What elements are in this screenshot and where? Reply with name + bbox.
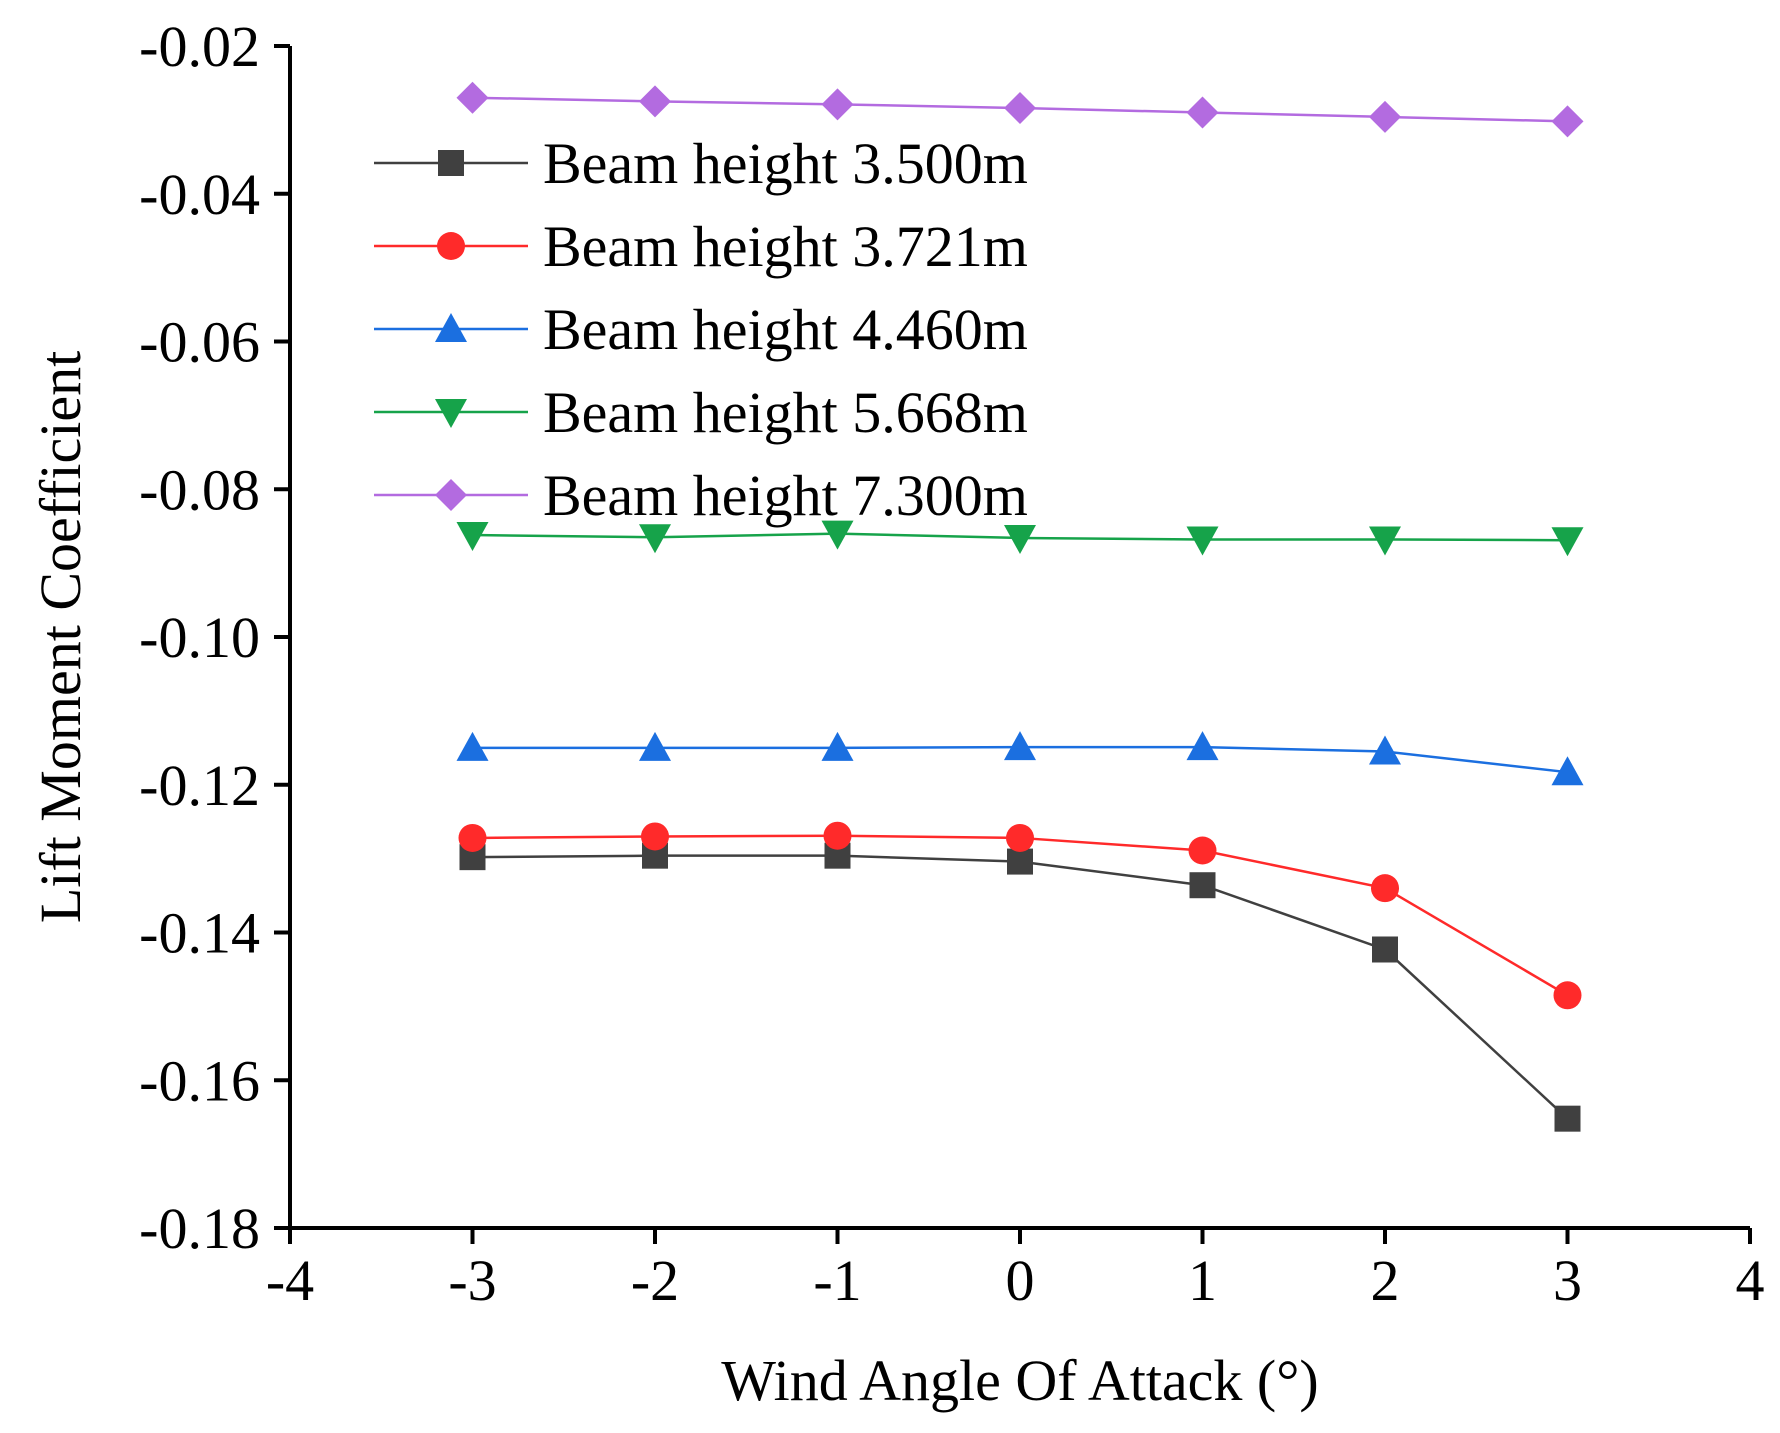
data-point: [823, 821, 852, 850]
data-point: [456, 522, 489, 552]
x-tick-label: 3: [1553, 1248, 1582, 1313]
y-tick-label: -0.10: [139, 605, 260, 670]
legend-marker: [435, 313, 467, 342]
legend-label: Beam height 4.460m: [543, 297, 1028, 362]
legend-marker: [437, 232, 465, 260]
data-point: [1004, 731, 1036, 761]
y-tick-label: -0.06: [139, 310, 260, 375]
data-point: [1369, 735, 1401, 765]
data-point: [639, 731, 671, 761]
series-5: [456, 81, 1584, 138]
data-point: [1551, 105, 1584, 138]
data-point: [1186, 526, 1219, 556]
data-point: [456, 81, 489, 114]
data-point: [1372, 936, 1398, 963]
legend-item: Beam height 5.668m: [374, 380, 1028, 445]
y-tick-label: -0.18: [139, 1196, 260, 1261]
data-point: [1554, 1105, 1581, 1132]
data-point: [1186, 96, 1219, 129]
data-point: [1371, 874, 1399, 903]
data-point: [1189, 872, 1216, 899]
series-1: [459, 842, 1581, 1132]
x-tick-label: -3: [448, 1248, 496, 1313]
x-tick-label: -4: [266, 1248, 314, 1313]
data-point: [639, 524, 671, 554]
data-point: [1551, 756, 1584, 786]
y-tick-label: -0.16: [139, 1048, 260, 1113]
x-tick-label: -1: [813, 1248, 861, 1313]
data-point: [821, 88, 854, 121]
x-tick-label: 0: [1006, 1248, 1035, 1313]
x-axis-title: Wind Angle Of Attack (°): [721, 1348, 1319, 1413]
data-point: [1007, 848, 1033, 875]
x-tick-label: 2: [1371, 1248, 1400, 1313]
legend-marker: [438, 150, 464, 176]
data-point: [1004, 525, 1036, 555]
x-tick-label: 4: [1736, 1248, 1765, 1313]
data-point: [821, 731, 854, 761]
data-point: [456, 731, 489, 761]
data-point: [1188, 836, 1217, 865]
y-tick-label: -0.02: [139, 14, 260, 79]
x-tick-label: -2: [631, 1248, 679, 1313]
series-2: [458, 821, 1582, 1010]
data-point: [1186, 731, 1219, 761]
legend-item: Beam height 3.721m: [374, 214, 1028, 279]
y-tick-label: -0.04: [139, 162, 260, 227]
series-4: [456, 520, 1584, 557]
data-point: [1369, 100, 1401, 133]
series: [456, 81, 1584, 1132]
legend-item: Beam height 3.500m: [374, 131, 1028, 196]
data-point: [821, 520, 854, 550]
legend-item: Beam height 4.460m: [374, 297, 1028, 362]
legend-label: Beam height 7.300m: [543, 463, 1028, 528]
legend-label: Beam height 3.500m: [543, 131, 1028, 196]
x-tick-label: 1: [1188, 1248, 1217, 1313]
data-point: [1004, 92, 1036, 125]
legend-label: Beam height 5.668m: [543, 380, 1028, 445]
y-tick-label: -0.12: [139, 753, 260, 818]
y-tick-label: -0.08: [139, 457, 260, 522]
ticks: -4 -3 -2 -1 0 1 2 3 4 -0.02 -0.04 -0.06 -0.08 -0.10 -0…: [139, 14, 1764, 1313]
data-point: [1369, 526, 1401, 556]
legend-item: Beam height 7.300m: [374, 463, 1028, 528]
y-axis-title: Lift Moment Coefficient: [28, 351, 93, 923]
data-point: [1553, 981, 1582, 1010]
legend: Beam height 3.500m Beam height 3.721m Beam…: [374, 131, 1028, 528]
data-point: [458, 823, 487, 852]
y-tick-label: -0.14: [139, 901, 260, 966]
series-line: [472, 854, 1569, 1120]
legend-marker: [435, 479, 467, 511]
data-point: [1006, 823, 1034, 852]
data-point: [641, 822, 669, 851]
series-3: [456, 731, 1584, 786]
data-point: [1551, 527, 1584, 557]
legend-label: Beam height 3.721m: [543, 214, 1028, 279]
legend-marker: [435, 399, 467, 428]
data-point: [639, 85, 671, 118]
